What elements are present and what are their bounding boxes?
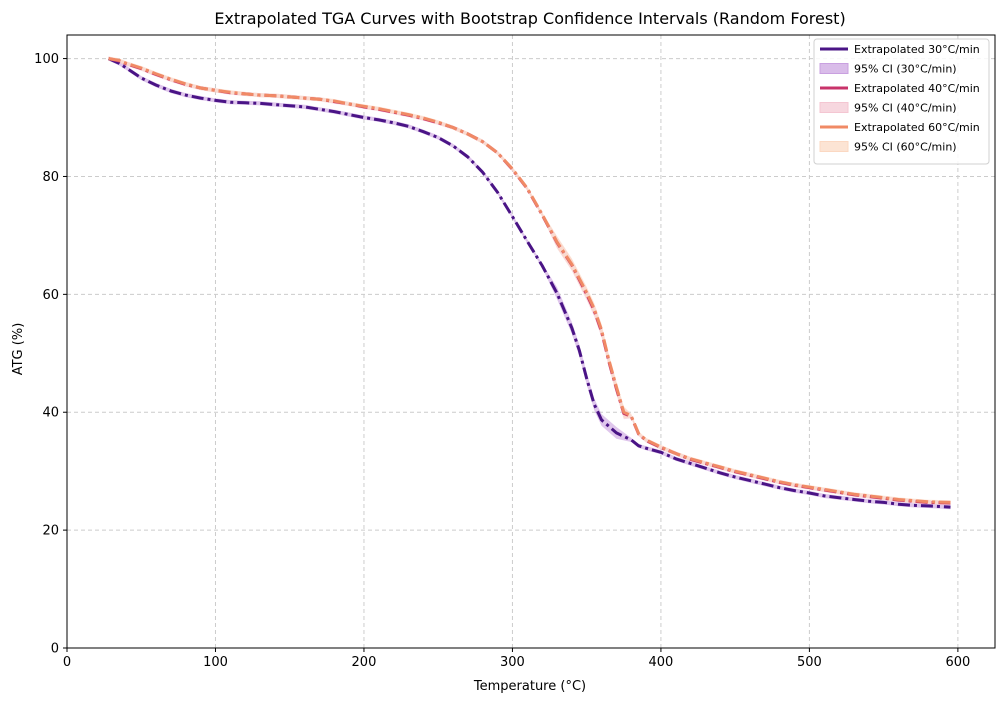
y-axis-label: ATG (%): [11, 323, 26, 376]
series-lines: [107, 57, 951, 509]
legend-label: Extrapolated 40°C/min: [854, 82, 980, 95]
legend-label: 95% CI (30°C/min): [854, 63, 957, 76]
y-tick-label: 60: [42, 288, 59, 303]
legend-box: [813, 38, 990, 165]
y-tick-label: 20: [42, 524, 59, 539]
legend: Extrapolated 30°C/min 95% CI (30°C/min) Ex…: [813, 38, 990, 165]
x-tick-label: 100: [203, 655, 228, 670]
x-tick-label: 600: [945, 655, 970, 670]
y-tick-label: 100: [34, 52, 59, 67]
y-ticks: 0 20 40 60 80 100: [34, 52, 67, 657]
chart-title: Extrapolated TGA Curves with Bootstrap C…: [214, 9, 845, 28]
legend-band-swatch: [819, 141, 849, 152]
x-tick-label: 0: [63, 655, 71, 670]
x-tick-label: 300: [500, 655, 525, 670]
legend-label: Extrapolated 30°C/min: [854, 43, 980, 56]
x-tick-label: 200: [352, 655, 377, 670]
x-tick-label: 400: [649, 655, 674, 670]
y-tick-label: 80: [42, 170, 59, 185]
legend-label: 95% CI (60°C/min): [854, 141, 957, 154]
x-axis-label: Temperature (°C): [473, 679, 586, 694]
plot-frame: [66, 34, 996, 649]
y-tick-label: 0: [51, 642, 59, 657]
legend-band-swatch: [819, 63, 849, 74]
legend-label: 95% CI (40°C/min): [854, 102, 957, 115]
legend-label: Extrapolated 60°C/min: [854, 121, 980, 134]
series-line-0: [107, 57, 951, 509]
x-ticks: 0 100 200 300 400 500 600: [63, 648, 970, 670]
legend-band-swatch: [819, 102, 849, 113]
y-tick-label: 40: [42, 406, 59, 421]
x-tick-label: 500: [797, 655, 822, 670]
series-line-2: [108, 57, 951, 504]
